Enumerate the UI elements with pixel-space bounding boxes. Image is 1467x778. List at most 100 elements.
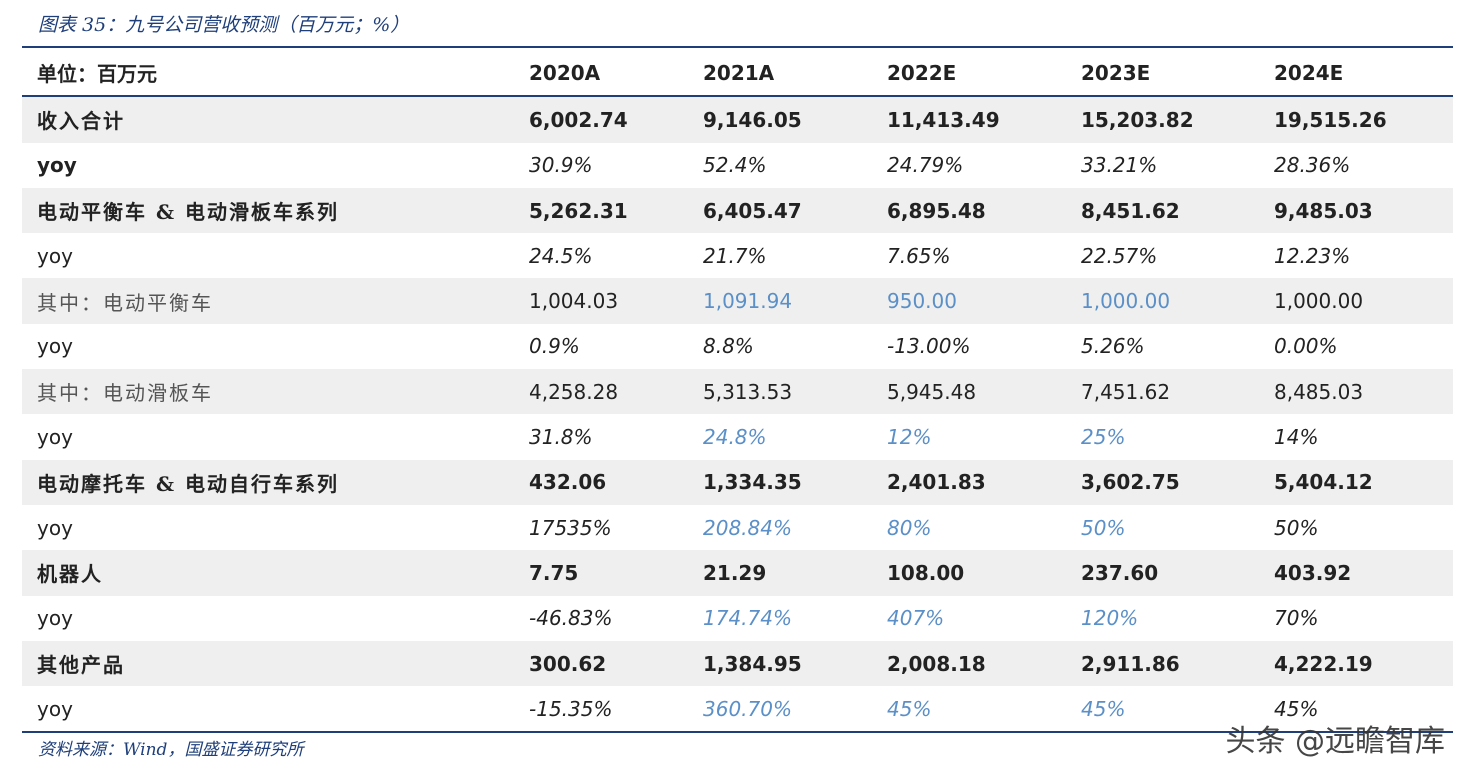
value-cell: 2,911.86 xyxy=(1081,640,1274,687)
table-row: yoy 24.5% 21.7% 7.65% 22.57% 12.23% xyxy=(22,233,1453,278)
value-cell: 28.36% xyxy=(1274,153,1351,178)
value-cell: 52.4% xyxy=(703,153,767,178)
value-cell: 12% xyxy=(887,425,932,450)
row-label: yoy xyxy=(37,243,73,268)
row-label: 电动平衡车 & 电动滑板车系列 xyxy=(22,187,529,234)
header-year-cell: 2024E xyxy=(1274,50,1453,98)
value-cell: 1,004.03 xyxy=(529,278,703,324)
value-cell: 1,334.35 xyxy=(703,459,887,505)
value-cell: 950.00 xyxy=(887,278,1081,324)
value-cell: 237.60 xyxy=(1081,550,1274,596)
value-cell: 2,401.83 xyxy=(887,459,1081,505)
value-cell: 11,413.49 xyxy=(887,96,1081,143)
figure-title: 图表 35：九号公司营收预测（百万元；%） xyxy=(38,14,410,36)
value-cell: 120% xyxy=(1081,606,1139,631)
value-cell: 24.8% xyxy=(703,425,767,450)
value-cell: 0.9% xyxy=(529,334,580,359)
table-row: yoy 0.9% 8.8% -13.00% 5.26% 0.00% xyxy=(22,324,1453,369)
value-cell: 4,258.28 xyxy=(529,369,703,415)
table-row: yoy -15.35% 360.70% 45% 45% 45% xyxy=(22,686,1453,731)
value-cell: 50% xyxy=(1274,515,1319,540)
value-cell: 360.70% xyxy=(703,696,792,721)
value-cell: 21.29 xyxy=(703,550,887,596)
value-cell: 1,000.00 xyxy=(1274,278,1453,324)
source-note: 资料来源：Wind，国盛证券研究所 xyxy=(38,740,304,760)
table-row: 电动平衡车 & 电动滑板车系列 5,262.31 6,405.47 6,895.48 8… xyxy=(22,187,1453,234)
value-cell: 6,405.47 xyxy=(703,187,887,234)
table-row: yoy 30.9% 52.4% 24.79% 33.21% 28.36% xyxy=(22,143,1453,188)
value-cell: 1,091.94 xyxy=(703,278,887,324)
value-cell: 174.74% xyxy=(703,606,792,631)
value-cell: 1,384.95 xyxy=(703,640,887,687)
value-cell: 8,485.03 xyxy=(1274,369,1453,415)
row-label: yoy xyxy=(37,334,73,359)
value-cell: 5,313.53 xyxy=(703,369,887,415)
header-year-cell: 2020A xyxy=(529,50,703,98)
value-cell: 12.23% xyxy=(1274,243,1351,268)
header-row: 单位：百万元 2020A 2021A 2022E 2023E 2024E xyxy=(22,50,1453,98)
value-cell: 21.7% xyxy=(703,243,767,268)
row-label: yoy xyxy=(37,153,77,178)
value-cell: 45% xyxy=(1081,696,1126,721)
header-year-cell: 2021A xyxy=(703,50,887,98)
value-cell: 432.06 xyxy=(529,459,703,505)
value-cell: 4,222.19 xyxy=(1274,640,1453,687)
value-cell: 25% xyxy=(1081,425,1126,450)
value-cell: 300.62 xyxy=(529,640,703,687)
value-cell: 45% xyxy=(887,696,932,721)
forecast-table: 单位：百万元 2020A 2021A 2022E 2023E 2024E 收入合计 6,002… xyxy=(22,50,1453,731)
header-unit-cell: 单位：百万元 xyxy=(22,50,529,98)
row-label: 机器人 xyxy=(22,550,529,596)
value-cell: 7,451.62 xyxy=(1081,369,1274,415)
value-cell: 22.57% xyxy=(1081,243,1158,268)
value-cell: 108.00 xyxy=(887,550,1081,596)
table-row: yoy -46.83% 174.74% 407% 120% 70% xyxy=(22,596,1453,641)
row-label: yoy xyxy=(37,425,73,450)
value-cell: 403.92 xyxy=(1274,550,1453,596)
value-cell: 24.5% xyxy=(529,243,593,268)
row-label: 其他产品 xyxy=(22,640,529,687)
value-cell: 70% xyxy=(1274,606,1319,631)
value-cell: 1,000.00 xyxy=(1081,278,1274,324)
value-cell: 30.9% xyxy=(529,153,593,178)
value-cell: 5,262.31 xyxy=(529,187,703,234)
value-cell: 5,945.48 xyxy=(887,369,1081,415)
value-cell: 8.8% xyxy=(703,334,754,359)
value-cell: 7.75 xyxy=(529,550,703,596)
table-row: 其他产品 300.62 1,384.95 2,008.18 2,911.86 4,222.… xyxy=(22,640,1453,687)
row-label: yoy xyxy=(37,696,73,721)
value-cell: -13.00% xyxy=(887,334,971,359)
table-row: 其中：电动滑板车 4,258.28 5,313.53 5,945.48 7,451.62… xyxy=(22,369,1453,415)
table-row: 电动摩托车 & 电动自行车系列 432.06 1,334.35 2,401.83 3,6… xyxy=(22,459,1453,505)
value-cell: 9,146.05 xyxy=(703,96,887,143)
value-cell: 407% xyxy=(887,606,945,631)
value-cell: 14% xyxy=(1274,425,1319,450)
row-label: yoy xyxy=(37,515,73,540)
value-cell: 24.79% xyxy=(887,153,964,178)
table-row: yoy 17535% 208.84% 80% 50% 50% xyxy=(22,505,1453,550)
value-cell: 15,203.82 xyxy=(1081,96,1274,143)
bottom-rule xyxy=(22,731,1453,733)
value-cell: 9,485.03 xyxy=(1274,187,1453,234)
row-label: 电动摩托车 & 电动自行车系列 xyxy=(22,459,529,505)
row-label: 收入合计 xyxy=(22,96,529,143)
row-label: 其中：电动平衡车 xyxy=(22,278,529,324)
watermark: 头条 @远瞻智库 xyxy=(1225,724,1445,759)
value-cell: 2,008.18 xyxy=(887,640,1081,687)
row-label: 其中：电动滑板车 xyxy=(22,369,529,415)
value-cell: 45% xyxy=(1274,696,1319,721)
value-cell: 0.00% xyxy=(1274,334,1338,359)
value-cell: -15.35% xyxy=(529,696,613,721)
top-rule xyxy=(22,46,1453,48)
table-row: 机器人 7.75 21.29 108.00 237.60 403.92 xyxy=(22,550,1453,596)
value-cell: 8,451.62 xyxy=(1081,187,1274,234)
header-year-cell: 2022E xyxy=(887,50,1081,98)
value-cell: 5,404.12 xyxy=(1274,459,1453,505)
value-cell: 6,895.48 xyxy=(887,187,1081,234)
value-cell: 17535% xyxy=(529,515,612,540)
value-cell: -46.83% xyxy=(529,606,613,631)
value-cell: 31.8% xyxy=(529,425,593,450)
value-cell: 208.84% xyxy=(703,515,792,540)
value-cell: 33.21% xyxy=(1081,153,1158,178)
header-year-cell: 2023E xyxy=(1081,50,1274,98)
